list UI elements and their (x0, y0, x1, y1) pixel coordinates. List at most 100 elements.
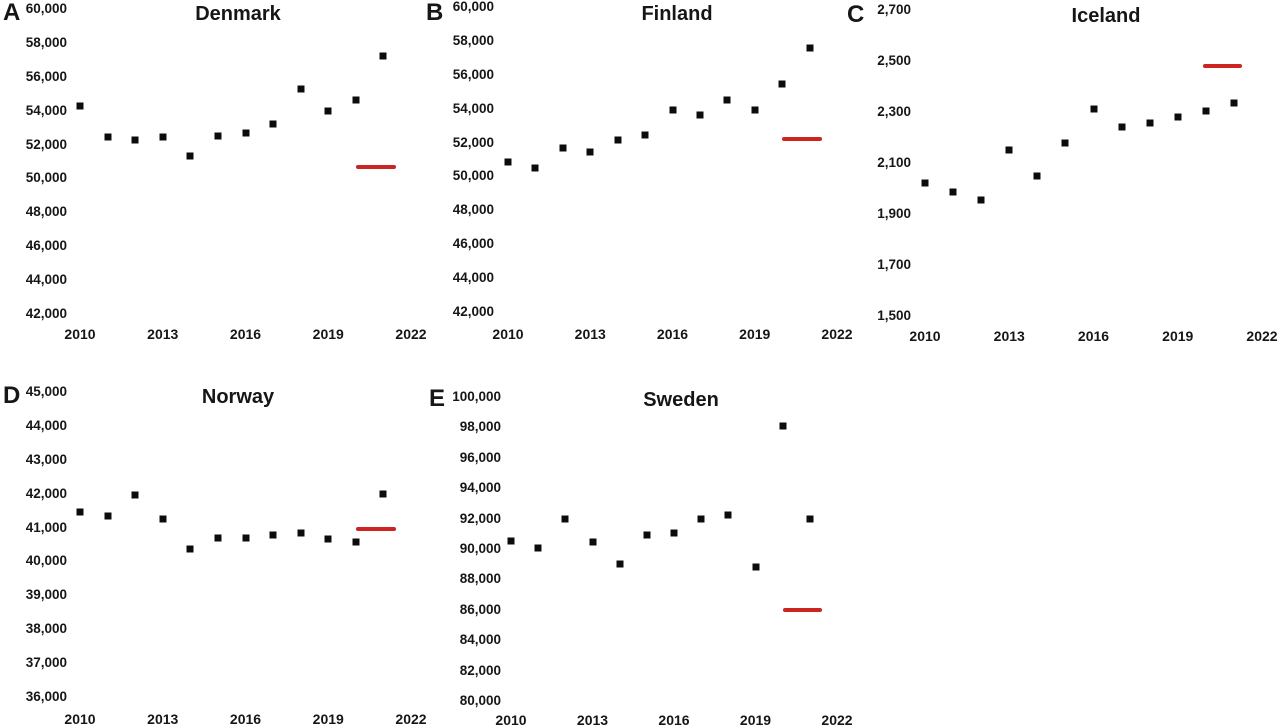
y-axis-tick-label: 42,000 (25, 485, 67, 501)
y-axis-tick-label: 45,000 (25, 384, 67, 399)
data-point (131, 491, 139, 499)
y-axis-tick-label: 1,700 (877, 257, 911, 272)
data-point (379, 490, 387, 498)
data-point (352, 96, 360, 104)
y-axis-tick-label: 41,000 (25, 519, 67, 535)
y-axis-tick-label: 43,000 (25, 451, 67, 467)
data-point (696, 111, 704, 119)
data-point (670, 529, 678, 537)
data-point (806, 44, 814, 52)
data-point (1061, 139, 1069, 147)
data-point (159, 133, 167, 141)
data-point (214, 132, 222, 140)
x-axis-tick-label: 2016 (229, 326, 262, 342)
y-axis-tick-label: 36,000 (25, 689, 67, 704)
data-point (269, 531, 277, 539)
data-point (297, 529, 305, 537)
y-axis-tick-label: 46,000 (25, 238, 67, 254)
data-point (297, 85, 305, 93)
data-point (723, 96, 731, 104)
data-point (324, 535, 332, 543)
x-axis-tick-label: 2019 (1162, 328, 1194, 344)
x-axis-tick-label: 2022 (395, 711, 427, 727)
x-axis-tick-label: 2016 (229, 711, 262, 727)
panel-title-finland: Finland (641, 3, 713, 25)
y-axis-tick-label: 54,000 (25, 102, 67, 118)
data-point (1230, 99, 1238, 107)
y-axis-tick-label: 50,000 (452, 168, 494, 184)
panel-title-iceland: Iceland (1071, 5, 1141, 27)
data-point (379, 52, 387, 60)
x-axis-tick-label: 2019 (739, 326, 771, 342)
y-axis-tick-label: 100,000 (452, 389, 501, 404)
y-axis-tick-label: 1,500 (877, 308, 911, 323)
reference-line (782, 137, 822, 142)
data-point (504, 158, 512, 166)
data-point (641, 131, 649, 139)
panel-letter-b: B (426, 0, 444, 26)
x-axis-tick-label: 2022 (821, 712, 853, 728)
reference-line (1203, 64, 1243, 69)
y-axis-tick-label: 58,000 (25, 34, 67, 50)
data-point (697, 515, 705, 523)
y-axis-tick-label: 2,500 (877, 53, 911, 68)
data-point (507, 537, 515, 545)
panel-title-denmark: Denmark (195, 3, 281, 25)
data-point (561, 515, 569, 523)
data-point (559, 144, 567, 152)
y-axis-tick-label: 48,000 (452, 202, 494, 218)
y-axis-tick-label: 60,000 (25, 1, 67, 16)
y-axis-tick-label: 92,000 (459, 510, 501, 526)
reference-line (355, 527, 396, 532)
data-point (1090, 105, 1097, 113)
data-point (1202, 107, 1210, 115)
data-point (159, 515, 167, 523)
x-axis-tick-label: 2010 (64, 711, 96, 727)
data-point (1174, 113, 1182, 121)
data-point (186, 545, 194, 553)
data-point (352, 538, 360, 546)
data-point (186, 152, 194, 160)
data-point (531, 164, 539, 172)
panel-letter-a: A (3, 0, 21, 26)
y-axis-tick-label: 60,000 (452, 0, 494, 14)
panel-letter-c: C (847, 1, 865, 28)
y-axis-tick-label: 80,000 (459, 693, 501, 708)
x-axis-tick-label: 2019 (312, 711, 344, 727)
data-point (269, 120, 277, 128)
data-point (1146, 119, 1154, 127)
y-axis-tick-label: 42,000 (452, 304, 494, 319)
data-point (921, 179, 929, 187)
panel-title-sweden: Sweden (643, 389, 719, 411)
x-axis-tick-label: 2013 (574, 326, 606, 342)
data-point (977, 196, 985, 204)
panel-title-norway: Norway (201, 386, 275, 408)
y-axis-tick-label: 52,000 (25, 136, 67, 152)
data-point (778, 80, 786, 88)
y-axis-tick-label: 44,000 (452, 270, 494, 286)
y-axis-tick-label: 94,000 (459, 480, 501, 496)
x-axis-tick-label: 2022 (821, 326, 853, 342)
y-axis-tick-label: 44,000 (25, 417, 67, 433)
x-axis-tick-label: 2019 (739, 712, 772, 728)
data-point (1033, 172, 1041, 180)
data-point (949, 188, 957, 196)
y-axis-tick-label: 50,000 (25, 170, 67, 186)
panel-letter-e: E (429, 385, 446, 412)
data-point (724, 511, 732, 519)
y-axis-tick-label: 90,000 (459, 541, 501, 556)
reference-line (782, 607, 823, 612)
data-point (1005, 146, 1013, 154)
y-axis-tick-label: 2,300 (877, 104, 911, 119)
y-axis-tick-label: 86,000 (459, 601, 501, 617)
y-axis-tick-label: 58,000 (452, 32, 494, 48)
y-axis-tick-label: 84,000 (459, 632, 501, 648)
data-point (614, 136, 622, 144)
y-axis-tick-label: 56,000 (452, 66, 494, 82)
data-point (214, 534, 222, 542)
